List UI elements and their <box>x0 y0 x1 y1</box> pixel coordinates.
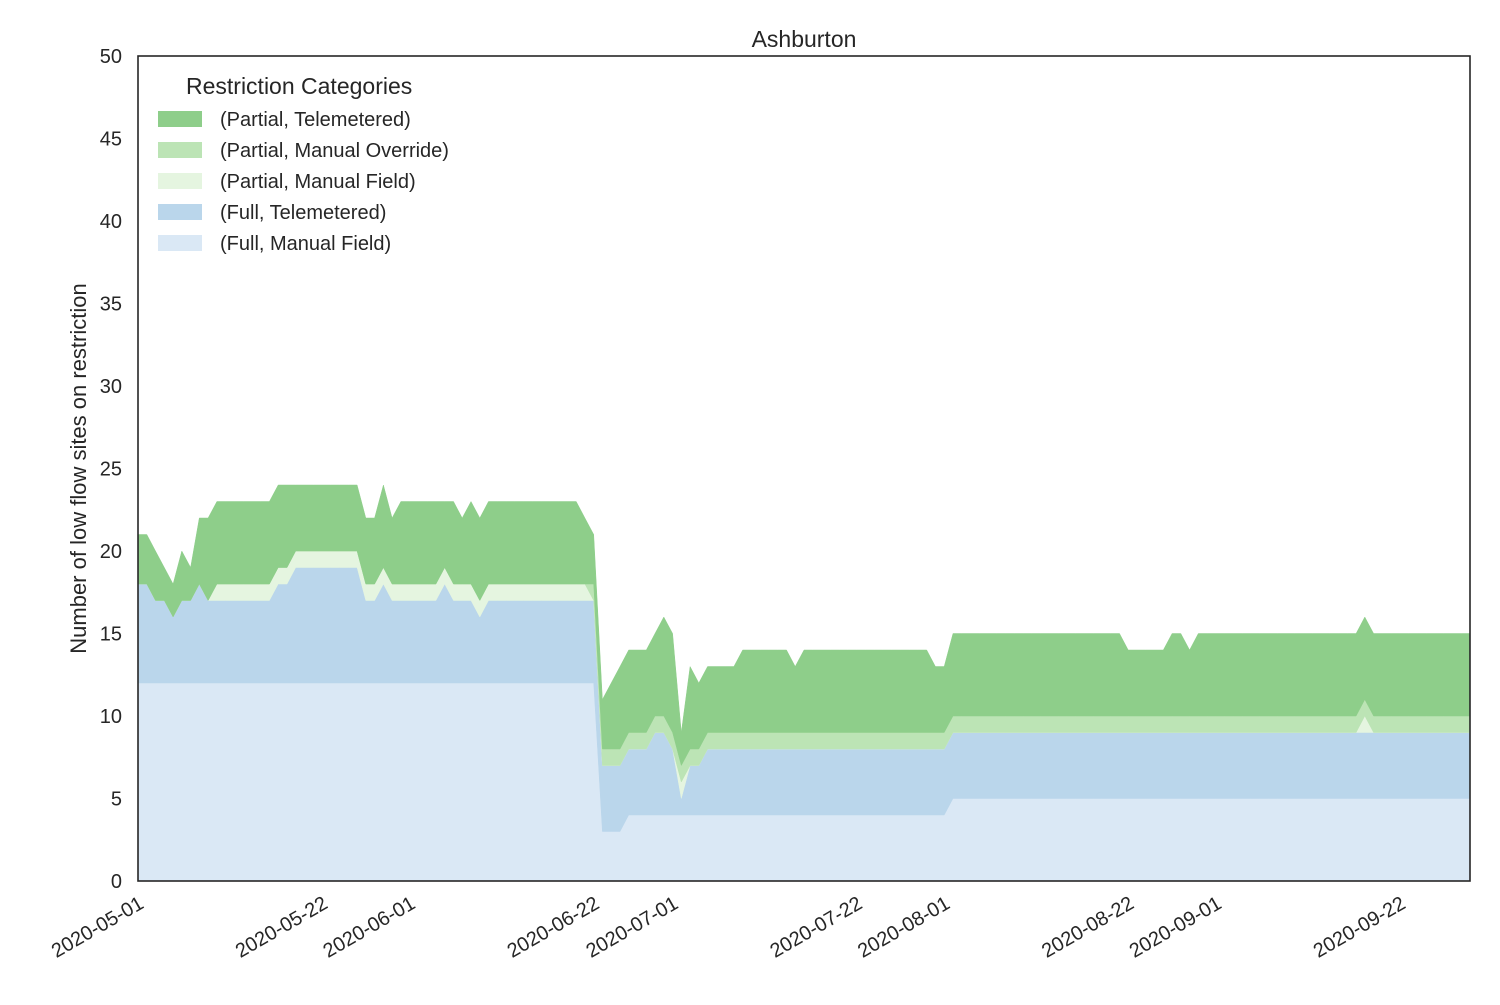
y-tick-label: 45 <box>100 129 122 151</box>
legend-swatch <box>158 235 202 251</box>
y-tick-label: 30 <box>100 376 122 398</box>
legend-label: (Full, Manual Field) <box>220 233 391 255</box>
legend-swatch <box>158 204 202 220</box>
y-tick-label: 35 <box>100 294 122 316</box>
y-tick-label: 15 <box>100 624 122 646</box>
legend-label: (Partial, Telemetered) <box>220 109 411 131</box>
y-axis: 0 5 10 15 20 25 30 35 40 45 50 <box>100 46 122 893</box>
plot-frame <box>137 55 1471 882</box>
legend-swatch <box>158 111 202 127</box>
y-axis-label: Number of low flow sites on restriction <box>66 283 91 653</box>
y-tick-label: 5 <box>111 789 122 811</box>
chart-title: Ashburton <box>752 26 857 52</box>
legend-label: (Partial, Manual Override) <box>220 140 449 162</box>
legend-swatch <box>158 173 202 189</box>
legend-label: (Full, Telemetered) <box>220 202 386 224</box>
y-tick-label: 10 <box>100 706 122 728</box>
y-tick-label: 0 <box>111 871 122 893</box>
legend-swatch <box>158 142 202 158</box>
y-tick-label: 25 <box>100 459 122 481</box>
legend-title: Restriction Categories <box>186 73 412 99</box>
legend: Restriction Categories (Partial, Telemet… <box>158 73 449 255</box>
y-tick-label: 50 <box>100 46 122 68</box>
y-tick-label: 40 <box>100 211 122 233</box>
legend-label: (Partial, Manual Field) <box>220 171 416 193</box>
area-layers <box>137 484 1471 882</box>
y-tick-label: 20 <box>100 541 122 563</box>
